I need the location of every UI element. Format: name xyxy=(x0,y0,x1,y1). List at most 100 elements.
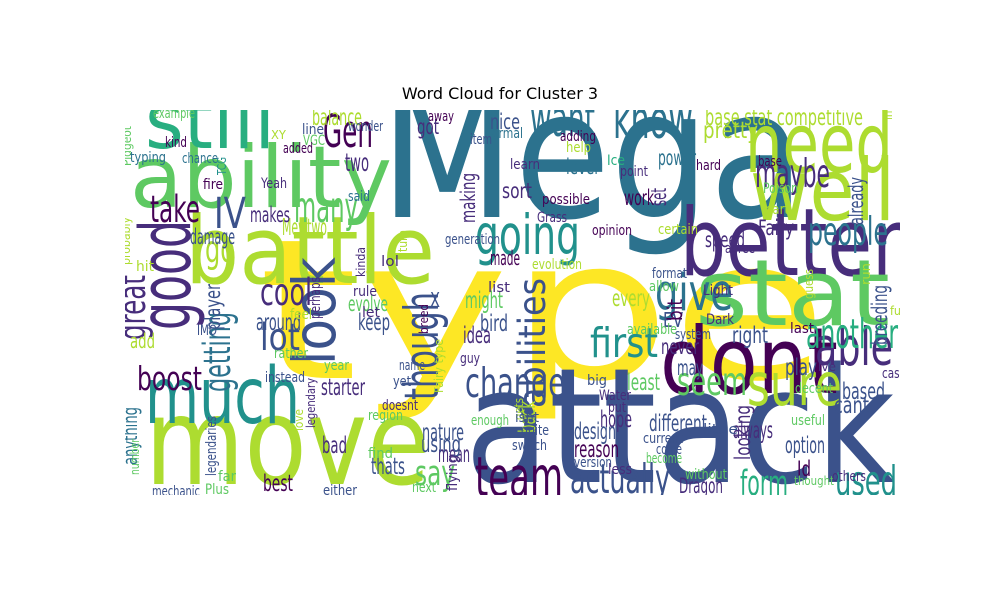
word-go: go xyxy=(205,228,235,271)
word-pidgeot: Pidgeot xyxy=(125,126,134,166)
word-power: power xyxy=(658,146,696,170)
word-going: going xyxy=(475,203,580,267)
word-set: set xyxy=(647,188,671,206)
word-agree: agree xyxy=(725,241,755,257)
word-many: many xyxy=(294,183,358,233)
word-making: making xyxy=(456,173,480,223)
word-ev: EV xyxy=(663,308,683,332)
word-type: type xyxy=(258,197,828,424)
word-doesnt: doesnt xyxy=(382,398,418,414)
word-never: never xyxy=(661,335,699,359)
word-lot: lot xyxy=(260,316,300,359)
word-mewtwo: Mewtwo xyxy=(282,215,327,241)
word-seem: seem xyxy=(677,360,747,405)
word-rather: rather xyxy=(274,346,308,362)
word-anything: anything xyxy=(125,407,142,465)
word-rule: rule xyxy=(353,284,377,300)
word-lve: lve xyxy=(818,360,836,374)
word-nice: nice xyxy=(490,110,520,134)
word-got: got xyxy=(417,115,439,139)
word-add: add xyxy=(130,329,155,353)
word-breed: breed xyxy=(417,304,431,334)
word-list: list xyxy=(488,280,511,296)
word-need: need xyxy=(745,110,893,192)
word-move: move xyxy=(145,372,430,495)
word-kind: kind xyxy=(165,135,187,151)
word-bit: bit xyxy=(663,299,687,321)
word-breeding: breeding xyxy=(868,285,892,345)
word-idea: idea xyxy=(463,323,491,349)
word-give: give xyxy=(655,264,733,323)
word-sort: sort xyxy=(502,179,532,203)
word-decent: decent xyxy=(795,381,833,397)
word-mean: mean xyxy=(438,442,470,468)
word-cool: cool xyxy=(260,271,312,314)
word-next: next xyxy=(412,480,436,495)
word-player: player xyxy=(201,284,225,330)
word-hard: hard xyxy=(696,158,721,174)
word-case: case xyxy=(882,366,900,382)
word-battle: battle xyxy=(185,197,435,306)
word-perhaps: perhaps xyxy=(308,277,324,319)
word-ability: ability xyxy=(130,128,392,228)
word-nature: nature xyxy=(422,420,464,446)
word-using: using xyxy=(421,432,461,458)
word-dont: dont xyxy=(660,308,838,415)
word-different: different xyxy=(649,411,707,437)
word-boost: boost xyxy=(137,359,202,398)
word-put: put xyxy=(608,400,626,416)
word-legendary: legendary xyxy=(304,378,318,428)
word-every: every xyxy=(612,286,650,312)
word-xy: XY xyxy=(271,128,287,142)
word-team: team xyxy=(475,445,563,495)
word-starter: starter xyxy=(321,375,365,401)
word-instead: instead xyxy=(265,370,305,386)
word-said: said xyxy=(348,189,370,205)
word-added: added xyxy=(283,141,313,157)
word-fun: fun xyxy=(890,304,900,318)
word-still: still xyxy=(145,110,275,167)
word-number: number xyxy=(128,439,142,475)
word-abilities: abilities xyxy=(511,278,554,408)
word-id: Id xyxy=(797,457,811,481)
word-enough: enough xyxy=(471,413,509,429)
word-adding: adding xyxy=(560,129,596,145)
word-evolution: evolution xyxy=(532,257,582,273)
word-two: two xyxy=(345,148,369,177)
word-flying: flying xyxy=(445,455,461,491)
word-available: available xyxy=(627,322,677,338)
word-useful: useful xyxy=(791,413,825,429)
word-little: little xyxy=(703,422,738,438)
word-option: option xyxy=(785,433,825,459)
word-actually: actually xyxy=(570,455,670,495)
word-lol: lol xyxy=(381,254,399,270)
word-level: level xyxy=(566,155,598,179)
word-fire: fire xyxy=(203,177,223,193)
word-balance: balance xyxy=(312,110,362,131)
word-fairy-type: Fairy type xyxy=(432,339,446,393)
word-best: best xyxy=(263,471,293,495)
word-last: last xyxy=(790,321,814,337)
word-grass: Grass xyxy=(537,210,567,226)
word-gets: gets xyxy=(512,398,526,420)
word-let: let xyxy=(362,305,381,321)
word-base-stat-competitive: base stat competitive xyxy=(705,110,863,131)
word-cant: cant xyxy=(834,393,869,419)
word-turn: turn xyxy=(396,230,410,252)
word-always: always xyxy=(733,418,773,444)
word-become: become xyxy=(646,451,682,467)
word-able: able xyxy=(815,317,893,378)
word-maybe: maybe xyxy=(755,152,830,197)
word-sure: sure xyxy=(747,350,842,419)
word-first: first xyxy=(590,319,658,367)
word-normal: normal xyxy=(485,126,523,142)
word-possible: possible xyxy=(542,192,590,208)
word-run: run xyxy=(859,263,873,285)
word-line: line xyxy=(302,122,324,138)
word-less: less xyxy=(608,462,632,478)
word-item: item xyxy=(470,132,492,148)
word-want: want xyxy=(530,110,595,148)
word-format: format xyxy=(652,266,687,282)
word-thats: thats xyxy=(371,454,405,480)
